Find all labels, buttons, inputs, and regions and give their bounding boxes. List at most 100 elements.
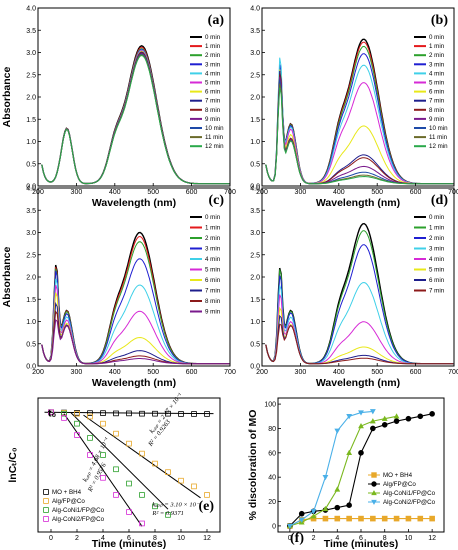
data-point-3 [100,475,106,481]
data-point-0 [191,411,197,417]
data-point-3 [310,509,317,515]
data-point-1 [139,450,145,457]
data-point-1 [87,413,93,420]
data-point-1 [298,510,305,517]
x-tick-label: 400 [109,189,121,196]
x-tick-label: 8 [153,535,157,542]
legend-marker-0 [43,489,49,495]
data-point-0 [358,515,364,522]
fit-line-1 [83,414,201,499]
legend-entry-6: 6 min [205,89,221,96]
y-tick-label: 40 [268,475,276,482]
y-tick-label: 0.5 [26,341,36,348]
panel-b: 200 300 400 500 600 7000.00.51.01.52.02.53.03… [250,6,458,210]
legend-entry-3: 3 min [205,61,221,68]
legend-entry-8: 8 min [429,107,445,114]
data-point-1 [417,413,424,420]
y-tick-label: 1.0 [26,139,36,146]
legend-entry-0: 0 min [205,34,221,41]
legend-entry-3: Alg-CoNi2/FP@Co [383,499,436,506]
data-point-3 [286,523,293,529]
legend-entry-2: 2 min [429,235,445,242]
y-tick-label: 2.5 [250,252,260,259]
x-tick-label: 12 [203,535,211,542]
panel-a: 200 300 400 500 600 7000.00.51.01.52.02.53.03… [1,6,236,210]
legend-entry-7: 7 min [205,98,221,105]
y-tick-label: 2.0 [250,95,260,102]
data-point-0 [178,411,184,417]
y-tick-label: 3.5 [26,28,36,35]
data-point-2 [322,505,329,512]
legend-entry-0: 0 min [429,34,445,41]
y-tick-label: 3.5 [250,208,260,215]
data-point-0 [165,410,171,417]
y-tick-label: 3.0 [250,230,260,237]
y-tick-label: 4.0 [250,6,260,13]
data-point-2 [165,512,171,518]
t0-label: t₀ [48,407,56,419]
legend-entry-6: 6 min [205,277,221,284]
panel-c: 200 300 400 500 600 700 0.0 0.5 1.0 1.5 2.0 2.5 3.0 3… [1,186,236,390]
series-line-2 [289,415,397,527]
data-point-1 [191,483,197,490]
data-point-1 [178,477,184,484]
data-point-2 [152,503,158,510]
rate-annotation-3: kₐₚₚ = 3.10 × 10⁻¹ [152,501,201,508]
x-tick-label: 500 [147,189,159,196]
y-tick-label: 0.5 [250,161,260,168]
x-axis-label: Time (minutes) [324,538,398,550]
data-point-3 [126,509,132,515]
legend-entry-9: 9 min [429,116,445,123]
legend-entry-1: 1 min [429,225,445,232]
panel-label: (e) [198,499,214,514]
y-tick-label: 20 [268,499,276,506]
data-point-2 [358,423,364,429]
legend-entry-12: 12 min [429,143,448,150]
x-axis-label: Wavelength (nm) [92,197,176,209]
y-tick-label: 2.0 [26,275,36,282]
series-line-4 [41,49,230,185]
x-tick-label: 200 [256,369,268,376]
fit-line-0 [70,411,169,510]
data-point-2 [61,410,67,417]
panel-e: 0 2 4 6 8 10 12 Time (minutes) lnCₜ/C₀ t₀ (e)kₐₚₚ … [7,392,221,550]
data-point-2 [346,449,353,456]
legend-entry-7: 7 min [429,288,445,295]
y-tick-label: 60 [268,450,276,457]
y-axis-label: Absorbance [1,67,13,128]
x-tick-label: 500 [371,189,383,196]
y-tick-label: 1.5 [250,117,260,124]
legend-entry-6: 6 min [429,277,445,284]
data-point-2 [393,413,400,419]
legend-entry-11: 11 min [429,134,448,141]
data-point-1 [370,425,376,432]
y-tick-label: 3.5 [250,28,260,35]
x-tick-label: 2 [75,535,79,542]
series-line-0 [41,231,230,365]
plot-frame [261,187,455,367]
y-tick-label: 1.0 [250,139,260,146]
legend-marker-3 [371,499,377,505]
x-tick-label: 500 [147,369,159,376]
x-axis-label: Time (minutes) [92,538,166,550]
data-point-1 [74,410,80,417]
y-tick-label: 4.0 [26,186,36,193]
legend-entry-2: 2 min [205,235,221,242]
x-tick-label: 400 [333,189,345,196]
data-point-2 [74,420,80,427]
series-line-1 [265,230,454,365]
legend-marker-1 [43,498,49,504]
data-point-1 [358,450,364,456]
legend-entry-11: 11 min [205,134,224,141]
x-tick-label: 600 [186,189,198,196]
data-point-0 [393,515,400,522]
x-tick-label: 4 [101,535,105,542]
y-tick-label: 1.0 [250,319,260,326]
x-tick-label: 300 [71,189,83,196]
data-point-1 [334,504,341,511]
data-point-0 [152,410,158,417]
series-line-0 [265,38,454,185]
legend-entry-3: 3 min [429,61,445,68]
legend-entry-0: 0 min [429,214,445,221]
